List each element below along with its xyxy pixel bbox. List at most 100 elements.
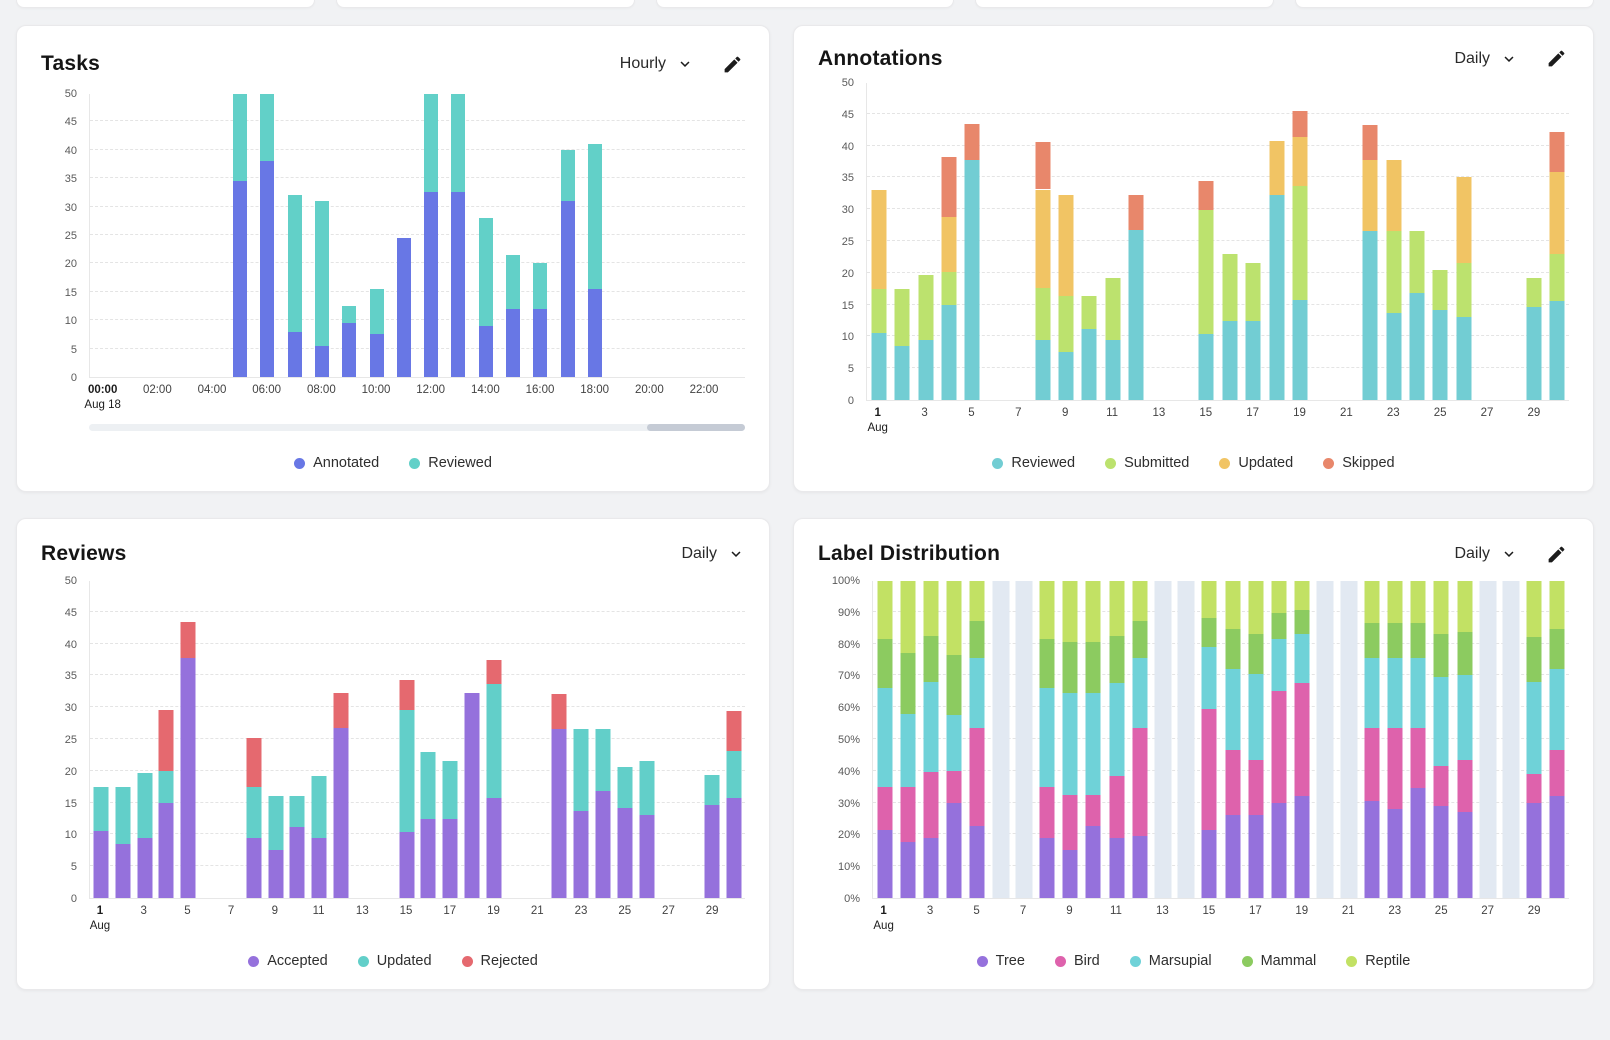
bar-slot-16[interactable] (506, 254, 521, 377)
bar-slot-18[interactable] (1271, 581, 1287, 898)
edit-chart-button[interactable] (720, 52, 745, 77)
interval-dropdown[interactable]: Daily (1454, 545, 1518, 563)
bar-slot-2[interactable] (115, 786, 131, 898)
legend-item-reptile[interactable]: Reptile (1346, 953, 1410, 969)
bar-slot-29[interactable] (1526, 277, 1542, 400)
legend-item-skipped[interactable]: Skipped (1323, 455, 1395, 471)
bar-slot-19[interactable] (1292, 111, 1308, 400)
bar-slot-4[interactable] (946, 581, 962, 898)
bar-slot-30[interactable] (1549, 131, 1565, 400)
bar-slot-18[interactable] (1269, 141, 1284, 400)
bar-slot-17[interactable] (1245, 263, 1261, 400)
bar-slot-23[interactable] (1387, 581, 1403, 898)
bar-slot-12[interactable] (1128, 194, 1144, 400)
bar-slot-4[interactable] (158, 710, 174, 898)
bar-slot-5[interactable] (964, 123, 980, 400)
bar-slot-17[interactable] (533, 263, 548, 377)
bar-slot-6[interactable] (233, 94, 248, 377)
bar-slot-10[interactable] (342, 306, 357, 377)
bar-slot-11[interactable] (1105, 277, 1121, 400)
edit-chart-button[interactable] (1544, 46, 1569, 71)
bar-slot-2[interactable] (894, 288, 910, 400)
bar-slot-7[interactable] (260, 94, 275, 377)
bar-slot-29[interactable] (704, 775, 720, 898)
bar-slot-5[interactable] (969, 581, 985, 898)
bar-slot-15[interactable] (1198, 181, 1214, 400)
interval-dropdown[interactable]: Hourly (620, 55, 694, 73)
bar-slot-4[interactable] (941, 157, 957, 400)
legend-item-accepted[interactable]: Accepted (248, 953, 328, 969)
bar-slot-14[interactable] (451, 94, 466, 377)
bar-slot-25[interactable] (1433, 581, 1449, 898)
bar-slot-1[interactable] (871, 190, 887, 400)
bar-slot-9[interactable] (268, 795, 284, 898)
bar-slot-8[interactable] (1035, 141, 1050, 400)
bar-slot-30[interactable] (726, 711, 742, 898)
bar-slot-16[interactable] (1222, 253, 1238, 400)
legend-item-updated[interactable]: Updated (357, 953, 432, 969)
bar-slot-15[interactable] (1201, 581, 1217, 898)
legend-item-marsupial[interactable]: Marsupial (1129, 953, 1212, 969)
bar-slot-15[interactable] (399, 679, 415, 898)
bar-slot-11[interactable] (311, 775, 327, 898)
bar-slot-24[interactable] (595, 729, 611, 898)
bar-slot-16[interactable] (1225, 581, 1241, 898)
bar-slot-24[interactable] (1410, 581, 1426, 898)
bar-slot-24[interactable] (1409, 230, 1425, 400)
legend-item-annotated[interactable]: Annotated (294, 455, 379, 471)
bar-slot-8[interactable] (246, 737, 262, 898)
legend-item-bird[interactable]: Bird (1054, 953, 1100, 969)
bar-slot-1[interactable] (93, 786, 109, 898)
bar-slot-22[interactable] (1362, 125, 1378, 400)
bar-slot-8[interactable] (1039, 581, 1055, 898)
bar-slot-15[interactable] (478, 217, 493, 377)
bar-slot-26[interactable] (1457, 581, 1473, 898)
bar-slot-3[interactable] (923, 581, 939, 898)
bar-slot-9[interactable] (314, 200, 329, 377)
bar-slot-23[interactable] (1386, 160, 1401, 400)
bar-slot-25[interactable] (617, 767, 633, 898)
legend-item-reviewed[interactable]: Reviewed (992, 455, 1075, 471)
bar-slot-29[interactable] (1526, 581, 1542, 898)
bar-slot-19[interactable] (1294, 581, 1310, 898)
bar-slot-9[interactable] (1058, 194, 1074, 400)
bar-slot-17[interactable] (442, 760, 458, 898)
bar-slot-11[interactable] (369, 288, 384, 377)
bar-slot-30[interactable] (1549, 581, 1565, 898)
bar-slot-5[interactable] (180, 621, 196, 898)
bar-slot-12[interactable] (396, 237, 411, 377)
bar-slot-3[interactable] (137, 773, 153, 898)
bar-slot-8[interactable] (287, 195, 302, 377)
bar-slot-12[interactable] (1132, 581, 1148, 898)
bar-slot-10[interactable] (289, 795, 305, 898)
bar-slot-1[interactable] (877, 581, 893, 898)
bar-slot-26[interactable] (639, 760, 655, 898)
bar-slot-22[interactable] (1364, 581, 1380, 898)
legend-item-reviewed[interactable]: Reviewed (409, 455, 492, 471)
bar-slot-10[interactable] (1081, 296, 1097, 400)
legend-item-mammal[interactable]: Mammal (1241, 953, 1316, 969)
bar-slot-2[interactable] (900, 581, 916, 898)
bar-slot-26[interactable] (1456, 176, 1472, 400)
bar-slot-10[interactable] (1085, 581, 1101, 898)
bar-slot-25[interactable] (1432, 270, 1448, 400)
bar-slot-11[interactable] (1109, 581, 1125, 898)
legend-item-submitted[interactable]: Submitted (1105, 455, 1189, 471)
bar-slot-19[interactable] (486, 660, 502, 898)
chart-scrollbar-track[interactable] (89, 424, 745, 431)
interval-dropdown[interactable]: Daily (681, 545, 745, 563)
interval-dropdown[interactable]: Daily (1454, 50, 1518, 68)
legend-item-tree[interactable]: Tree (976, 953, 1025, 969)
bar-slot-12[interactable] (333, 692, 349, 898)
bar-slot-18[interactable] (464, 693, 480, 898)
edit-chart-button[interactable] (1544, 542, 1569, 567)
bar-slot-3[interactable] (918, 274, 933, 400)
bar-slot-19[interactable] (587, 144, 602, 377)
legend-item-updated[interactable]: Updated (1219, 455, 1293, 471)
bar-slot-9[interactable] (1062, 581, 1078, 898)
bar-slot-16[interactable] (420, 751, 436, 898)
chart-scrollbar-thumb[interactable] (646, 424, 745, 431)
bar-slot-17[interactable] (1248, 581, 1264, 898)
bar-slot-23[interactable] (573, 729, 589, 898)
bar-slot-22[interactable] (551, 693, 567, 898)
